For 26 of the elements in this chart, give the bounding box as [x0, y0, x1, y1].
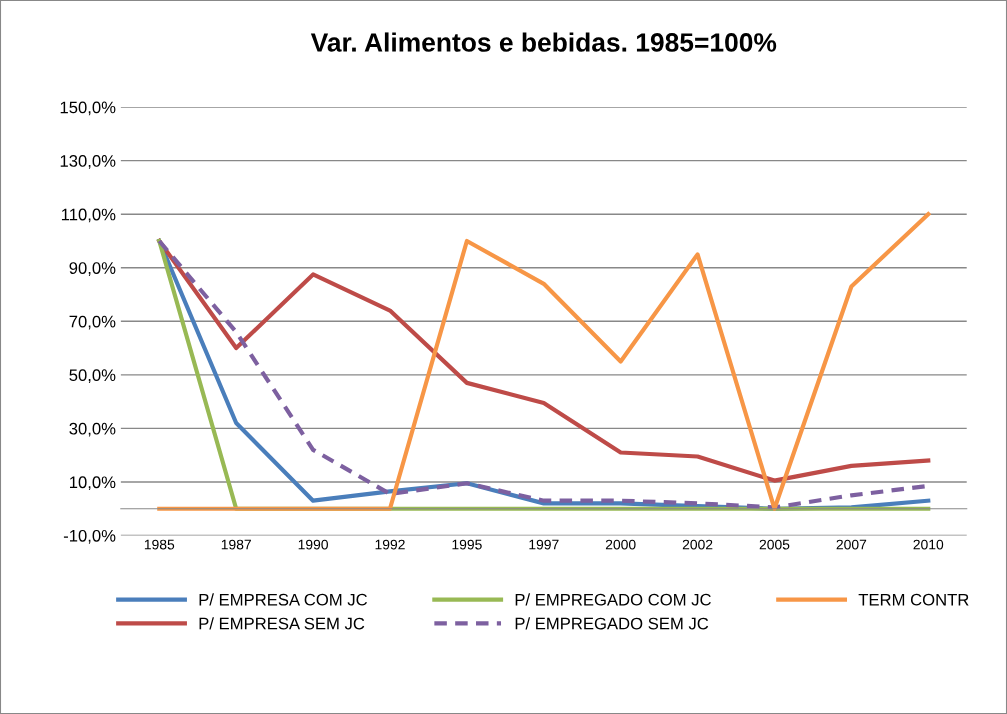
y-tick-label: 50,0%	[69, 369, 116, 384]
y-tick-label: 130,0%	[60, 155, 116, 169]
legend-label: P/ EMPREGADO COM JC	[515, 593, 711, 606]
x-tick-label: 1992	[375, 539, 405, 550]
x-tick-label: 1997	[529, 539, 559, 550]
x-tick-label: 2002	[682, 539, 713, 550]
legend-label: P/ EMPREGADO SEM JC	[515, 617, 709, 630]
x-tick-label: 1985	[144, 539, 175, 550]
y-tick-label: 90,0%	[69, 262, 116, 276]
x-tick-label: 2005	[759, 539, 790, 550]
x-tick-label: 1987	[221, 539, 251, 550]
y-tick-label: 150,0%	[60, 101, 116, 116]
x-tick-label: 2007	[836, 539, 867, 550]
x-tick-label: 1995	[452, 539, 482, 550]
x-tick-label: 1990	[298, 539, 328, 550]
chart-title: Var. Alimentos e bebidas. 1985=100%	[310, 32, 777, 52]
y-tick-label: 110,0%	[61, 208, 116, 223]
x-tick-label: 2010	[913, 539, 944, 550]
legend-label: TERM CONTR	[858, 593, 969, 606]
legend-label: P/ EMPRESA SEM JC	[199, 617, 365, 630]
legend-label: P/ EMPRESA COM JC	[199, 593, 368, 606]
x-tick-label: 2000	[605, 539, 636, 550]
y-tick-label: 70,0%	[69, 315, 116, 330]
y-tick-label: -10,0%	[63, 529, 116, 544]
y-tick-label: 30,0%	[69, 422, 116, 437]
y-tick-label: 10,0%	[69, 476, 116, 491]
